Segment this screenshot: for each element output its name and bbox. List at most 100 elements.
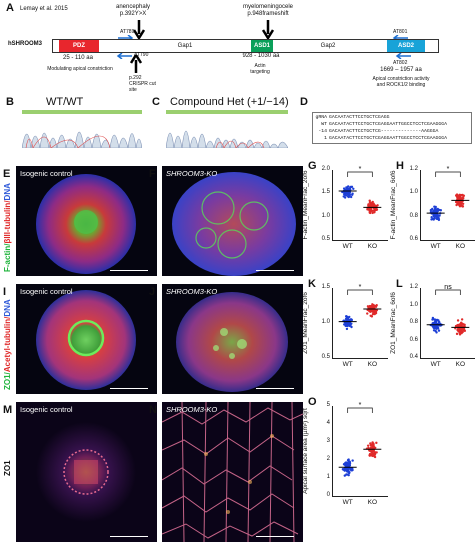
y-tick-label: 0.8 bbox=[409, 319, 418, 325]
y-tick-label: 0.5 bbox=[321, 236, 330, 242]
data-point-wt bbox=[431, 316, 435, 320]
gene-bar: PDZ Gap1 ASD1 Gap2 ASD2 bbox=[52, 39, 439, 53]
asd1-range: 928 - 1030 aa bbox=[242, 53, 280, 59]
scale-bar bbox=[256, 535, 294, 537]
y-tick-label: 2 bbox=[326, 456, 330, 462]
x-tick-label: WT bbox=[430, 361, 441, 368]
y-tick-label: 3 bbox=[326, 438, 330, 444]
data-point-wt bbox=[351, 459, 354, 462]
organoid-control-zo1 bbox=[36, 422, 136, 522]
data-point-wt bbox=[349, 185, 352, 189]
crispr-arrow-icon bbox=[130, 55, 142, 73]
panel-c-letter: C bbox=[152, 96, 160, 108]
data-point-wt bbox=[346, 464, 349, 467]
data-point-ko bbox=[374, 310, 378, 314]
data-point-ko bbox=[368, 201, 372, 204]
data-point-ko bbox=[458, 323, 462, 327]
primer-at801: AT801 bbox=[393, 29, 408, 35]
data-point-wt bbox=[342, 323, 346, 326]
y-axis bbox=[420, 288, 421, 358]
x-tick-label: KO bbox=[455, 361, 466, 368]
data-point-ko bbox=[369, 210, 372, 213]
panel-a-letter: A bbox=[6, 2, 14, 14]
data-point-ko bbox=[375, 309, 379, 312]
data-point-ko bbox=[462, 323, 465, 326]
row1-channel-label: F-actin/βIII-tubulin/DNA bbox=[3, 183, 12, 272]
data-point-ko bbox=[458, 193, 461, 197]
x-tick-label: WT bbox=[342, 361, 353, 368]
data-point-wt bbox=[351, 192, 354, 195]
micro-i-label: Isogenic control bbox=[20, 287, 73, 296]
significance-label: * bbox=[359, 284, 362, 291]
data-point-wt bbox=[430, 218, 433, 221]
significance-label: * bbox=[447, 166, 450, 173]
plot-letter: G bbox=[308, 160, 317, 172]
micrograph-letter-m: M bbox=[3, 404, 13, 416]
plot-svg: * bbox=[338, 402, 382, 477]
micrograph-f: SHROOM3-KO bbox=[162, 166, 303, 276]
significance-bracket bbox=[347, 171, 373, 177]
data-point-wt bbox=[437, 329, 441, 332]
plot-letter: L bbox=[396, 278, 403, 290]
y-tick-label: 1.0 bbox=[409, 189, 418, 196]
data-point-ko bbox=[371, 204, 374, 207]
y-tick-label: 1 bbox=[326, 474, 330, 480]
plot-g: G 2.0 1.5 1.0 0.5 F-actin_MeanFrac_2of6 WT KO * bbox=[302, 160, 398, 272]
y-tick-label: 1.2 bbox=[409, 284, 418, 290]
organoid-control-row1 bbox=[36, 174, 136, 274]
data-point-ko bbox=[369, 314, 372, 317]
data-point-wt bbox=[345, 315, 348, 318]
data-point-ko bbox=[368, 452, 372, 456]
pdz-desc: Modulating apical constriction bbox=[47, 66, 113, 72]
data-point-wt bbox=[343, 474, 347, 477]
pdz-range: 25 - 110 aa bbox=[63, 55, 93, 61]
data-point-wt bbox=[431, 324, 434, 328]
data-point-ko bbox=[369, 443, 373, 447]
micrograph-m: Isogenic control bbox=[16, 402, 157, 542]
row3-channel-label: ZO1 bbox=[3, 460, 12, 476]
significance-bracket bbox=[435, 171, 461, 177]
organoid-ko-zo1 bbox=[162, 402, 303, 542]
y-tick-label: 0.4 bbox=[409, 354, 418, 360]
data-point-wt bbox=[433, 207, 437, 211]
y-tick-label: 4 bbox=[326, 420, 330, 426]
significance-label: ns bbox=[444, 284, 452, 291]
data-point-ko bbox=[458, 333, 462, 336]
data-point-wt bbox=[349, 195, 353, 199]
scale-bar bbox=[110, 535, 148, 537]
data-point-wt bbox=[344, 323, 348, 326]
data-point-ko bbox=[456, 319, 460, 322]
data-point-ko bbox=[368, 199, 371, 202]
data-point-ko bbox=[458, 200, 461, 203]
micrograph-letter-e: E bbox=[3, 168, 11, 180]
data-point-ko bbox=[456, 202, 459, 205]
sequence-alignment: gRNA GACAATACTTCCTGCTCGAGG WT GACAATACTTCC… bbox=[312, 112, 472, 144]
data-point-ko bbox=[457, 196, 460, 200]
data-point-wt bbox=[348, 462, 352, 465]
data-point-ko bbox=[371, 453, 375, 456]
data-point-ko bbox=[372, 209, 376, 212]
scale-bar bbox=[256, 269, 294, 271]
plot-svg: * bbox=[338, 284, 382, 331]
y-tick-label: 1.5 bbox=[321, 189, 330, 196]
micrograph-i: Isogenic control bbox=[16, 284, 157, 394]
micrograph-letter-f: F bbox=[149, 168, 156, 180]
seq-row: WT GACAATACTTCCTGCTCGAGGAATTGGCCTCCTCGAAG… bbox=[321, 122, 448, 127]
het-chromatogram bbox=[166, 110, 288, 148]
micrograph-letter-j: J bbox=[149, 286, 156, 298]
micro-j-label: SHROOM3-KO bbox=[166, 287, 218, 296]
data-point-ko bbox=[370, 305, 374, 309]
x-axis bbox=[420, 240, 475, 241]
plot-letter: H bbox=[396, 160, 404, 172]
data-point-wt bbox=[341, 467, 345, 471]
micro-m-label: Isogenic control bbox=[20, 405, 73, 414]
data-point-wt bbox=[429, 208, 433, 212]
y-tick-label: 0.5 bbox=[321, 354, 330, 360]
primer-at789: AT789 bbox=[120, 29, 135, 35]
primer-at790: AT790 bbox=[134, 52, 149, 58]
seq-row: 1 GACAATACTTCCTGCTCGAGGAATTGGCCTCCTCGAAGG… bbox=[324, 136, 448, 141]
data-point-wt bbox=[434, 205, 437, 209]
data-point-ko bbox=[371, 303, 374, 306]
significance-bracket bbox=[347, 289, 373, 295]
plot-letter: K bbox=[308, 278, 316, 290]
